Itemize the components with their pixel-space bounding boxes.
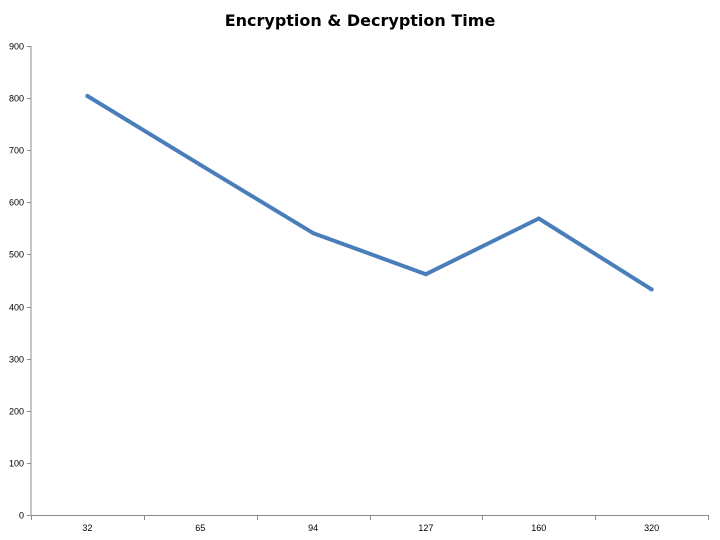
x-tick-label: 32 (82, 523, 92, 533)
data-point (536, 216, 541, 221)
y-tick-label: 500 (9, 250, 24, 260)
y-tick-label: 200 (9, 407, 24, 417)
x-axis: 32 65 94 127 160 320 (31, 515, 709, 533)
data-point (311, 231, 316, 236)
data-point (85, 94, 90, 99)
y-tick-label: 100 (9, 459, 24, 469)
series-line (85, 94, 654, 292)
series-group (85, 94, 654, 292)
data-point (649, 287, 654, 292)
data-point (198, 162, 203, 167)
y-tick-label: 800 (9, 94, 24, 104)
y-tick-label: 900 (9, 42, 24, 52)
chart-title: Encryption & Decryption Time (224, 11, 496, 30)
y-tick-label: 600 (9, 198, 24, 208)
x-tick-label: 127 (418, 523, 433, 533)
x-tick-label: 160 (531, 523, 546, 533)
x-tick-label: 65 (195, 523, 205, 533)
y-tick-label: 400 (9, 303, 24, 313)
y-tick-label: 700 (9, 146, 24, 156)
x-tick-label: 94 (308, 523, 318, 533)
y-axis: 0 100 200 300 400 500 600 700 800 900 (9, 42, 32, 521)
y-tick-label: 0 (19, 511, 24, 521)
x-tick-label: 320 (644, 523, 659, 533)
data-point (423, 272, 428, 277)
y-tick-label: 300 (9, 355, 24, 365)
